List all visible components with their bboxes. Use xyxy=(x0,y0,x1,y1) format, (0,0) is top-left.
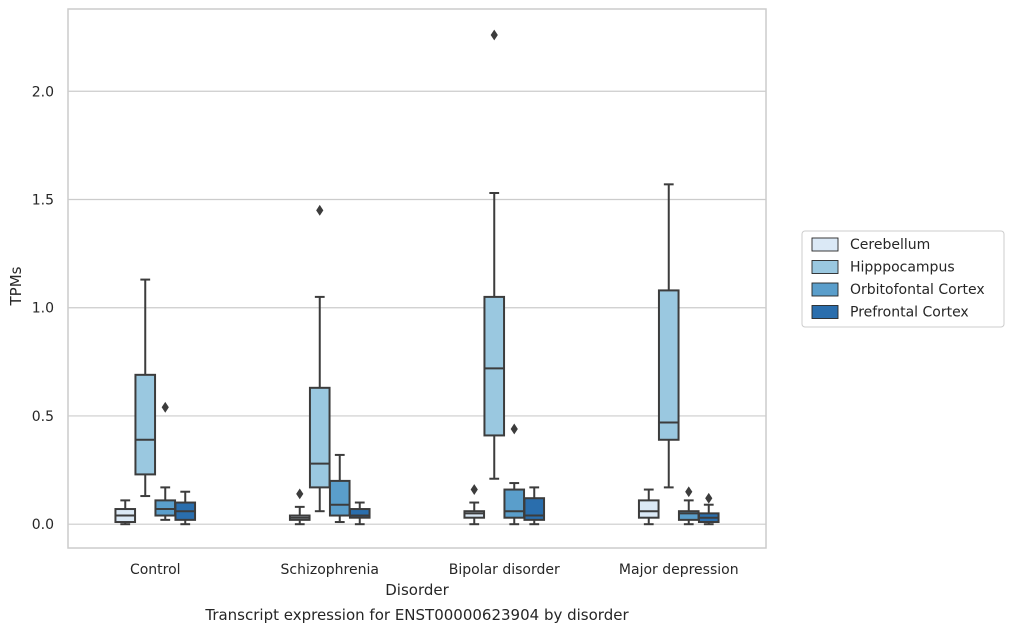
plot-area-frame xyxy=(67,8,767,549)
box-cerebellum xyxy=(288,488,311,526)
iqr-box xyxy=(523,497,546,521)
chart-caption: Transcript expression for ENST0000062390… xyxy=(205,606,629,624)
box-hipppocampus xyxy=(483,29,506,480)
legend-swatch-hipppocampus xyxy=(811,260,839,274)
y-tick-label: 1.0 xyxy=(32,301,54,317)
box-orbitofontal-cortex xyxy=(677,486,700,526)
box-layer xyxy=(114,29,720,526)
iqr-box xyxy=(483,295,506,437)
iqr-box xyxy=(154,499,177,517)
iqr-box xyxy=(328,479,351,517)
outlier-point xyxy=(490,29,498,41)
x-tick-label: Major depression xyxy=(619,562,739,578)
outlier-point xyxy=(470,484,478,495)
outlier-point xyxy=(296,488,304,500)
iqr-box xyxy=(134,373,157,476)
legend-swatch-cerebellum xyxy=(811,237,839,252)
outlier-point xyxy=(316,204,324,216)
box-orbitofontal-cortex xyxy=(503,423,526,526)
iqr-box xyxy=(348,508,371,519)
box-prefrontal-cortex xyxy=(697,492,720,526)
y-tick-label: 1.5 xyxy=(32,192,54,208)
legend-swatch-orbitofontal-cortex xyxy=(811,282,839,297)
y-axis-title: TPMs xyxy=(7,266,25,306)
box-hipppocampus xyxy=(134,278,157,498)
legend-label-cerebellum: Cerebellum xyxy=(850,237,930,253)
iqr-box xyxy=(463,510,486,519)
y-tick-label: 0.0 xyxy=(32,517,54,533)
x-tick-label: Control xyxy=(130,562,181,578)
legend-frame xyxy=(801,230,1005,328)
box-prefrontal-cortex xyxy=(523,486,546,526)
outlier-point xyxy=(685,486,693,498)
axis-ticks: 0.0 0.5 1.0 1.5 2.0 Control Schizophrenia Bipol… xyxy=(32,84,739,578)
iqr-box xyxy=(503,488,526,519)
x-tick-label: Schizophrenia xyxy=(281,562,379,578)
y-tick-label: 2.0 xyxy=(32,84,54,100)
y-tick-label: 0.5 xyxy=(32,409,54,425)
legend-label-hipppocampus: Hipppocampus xyxy=(850,260,955,276)
x-axis-title: Disorder xyxy=(385,581,449,599)
box-hipppocampus xyxy=(308,204,331,513)
outlier-point xyxy=(161,401,169,413)
iqr-box xyxy=(637,499,660,519)
legend-swatch-prefrontal-cortex xyxy=(811,305,839,319)
legend: Cerebellum Hipppocampus Orbitofontal Corte… xyxy=(801,230,1005,328)
x-tick-label: Bipolar disorder xyxy=(449,562,560,578)
outlier-point xyxy=(705,492,713,504)
box-hipppocampus xyxy=(657,183,680,489)
box-orbitofontal-cortex xyxy=(154,401,177,521)
legend-label-orbitofontal-cortex: Orbitofontal Cortex xyxy=(850,282,985,298)
box-orbitofontal-cortex xyxy=(328,453,351,524)
box-cerebellum xyxy=(114,499,137,526)
legend-label-prefrontal-cortex: Prefrontal Cortex xyxy=(850,305,969,321)
box-prefrontal-cortex xyxy=(348,501,371,526)
iqr-box xyxy=(308,386,331,489)
outlier-point xyxy=(510,423,518,435)
box-cerebellum xyxy=(463,484,486,526)
iqr-box xyxy=(657,289,680,441)
box-cerebellum xyxy=(637,488,660,526)
box-prefrontal-cortex xyxy=(174,490,197,526)
